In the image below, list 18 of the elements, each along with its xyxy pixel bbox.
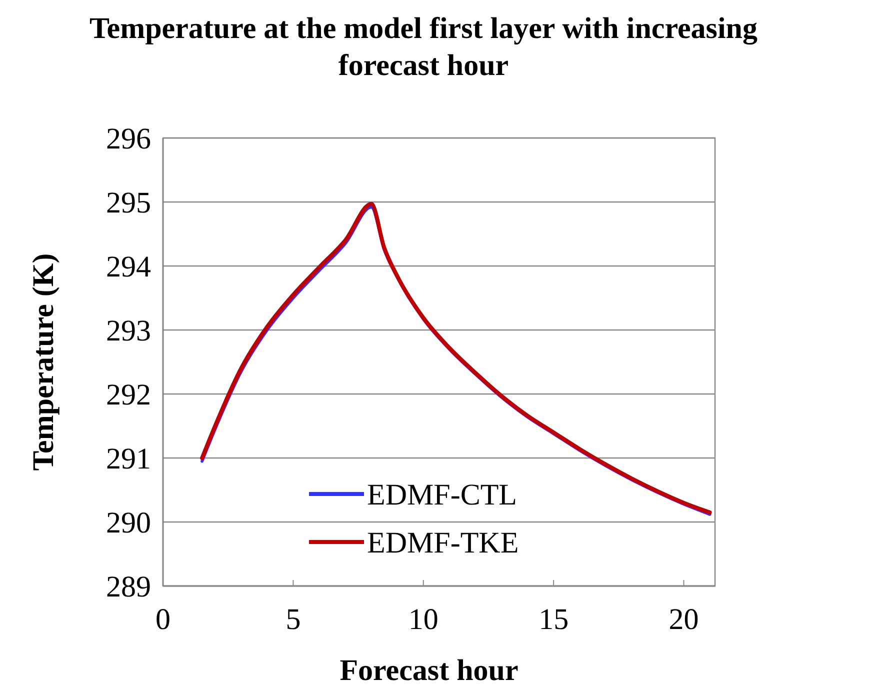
y-tick-label: 291 xyxy=(106,442,151,476)
x-tick-label: 20 xyxy=(668,603,699,636)
y-tick-label: 295 xyxy=(106,186,151,220)
y-tick-label: 292 xyxy=(106,378,151,412)
y-tick-label: 293 xyxy=(106,314,151,348)
y-tick-label: 294 xyxy=(106,250,151,284)
legend-label: EDMF-TKE xyxy=(367,526,519,560)
x-tick-label: 10 xyxy=(408,603,438,636)
y-tick-label: 289 xyxy=(106,570,151,604)
legend-label: EDMF-CTL xyxy=(367,478,517,512)
x-tick-label: 5 xyxy=(286,603,301,636)
chart-title: Temperature at the model first layer with increasing forecast hour xyxy=(90,12,758,82)
y-tick-label: 290 xyxy=(106,506,151,540)
y-tick-label: 296 xyxy=(106,122,151,156)
y-axis-title: Temperature (K) xyxy=(27,253,60,471)
x-tick-label: 15 xyxy=(538,603,569,636)
x-tick-label: 0 xyxy=(156,603,170,636)
x-axis-title: Forecast hour xyxy=(340,654,518,687)
